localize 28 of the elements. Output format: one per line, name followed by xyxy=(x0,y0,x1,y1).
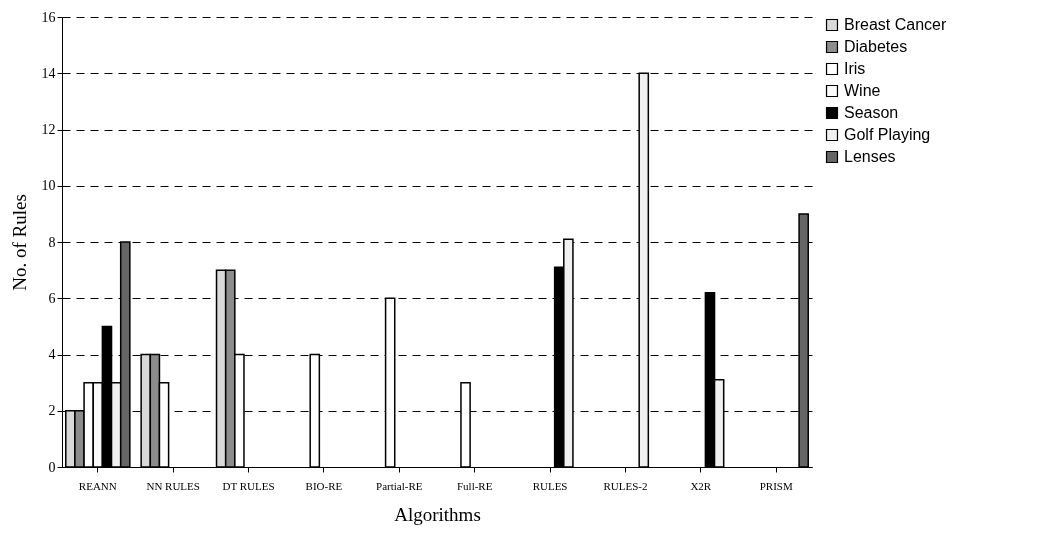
x-tick-label: DT RULES xyxy=(222,479,275,492)
y-tick-label: 16 xyxy=(41,9,56,25)
y-tick-label: 14 xyxy=(41,65,56,81)
y-axis-title: No. of Rules xyxy=(8,194,30,291)
x-tick-label: Full-RE xyxy=(456,479,493,492)
y-tick-label: 2 xyxy=(48,403,56,419)
y-tick-label: 6 xyxy=(48,290,56,306)
x-tick-label: PRISM xyxy=(759,479,793,492)
y-tick-label: 12 xyxy=(41,122,56,137)
x-tick-label: RULES-2 xyxy=(603,479,648,492)
x-tick-label: RULES xyxy=(532,479,568,492)
x-tick-label: Partial-RE xyxy=(376,479,423,492)
y-tick-label: 0 xyxy=(48,459,56,475)
x-tick-label: X2R xyxy=(690,479,712,492)
legend-label: Diabetes xyxy=(844,38,908,55)
legend-label: Golf Playing xyxy=(844,126,931,143)
x-axis-title: Algorithms xyxy=(394,503,481,525)
x-tick-label: NN RULES xyxy=(146,479,200,492)
y-tick-label: 8 xyxy=(48,234,56,250)
x-tick-label: BIO-RE xyxy=(305,479,343,492)
legend-label: Iris xyxy=(844,60,866,77)
legend-label: Breast Cancer xyxy=(844,16,947,33)
legend-label: Season xyxy=(844,104,899,121)
y-tick-label: 4 xyxy=(48,347,56,362)
y-tick-label: 10 xyxy=(41,178,56,194)
x-tick-label: REANN xyxy=(78,479,117,492)
legend-label: Wine xyxy=(844,82,881,99)
legend-label: Lenses xyxy=(844,148,896,165)
